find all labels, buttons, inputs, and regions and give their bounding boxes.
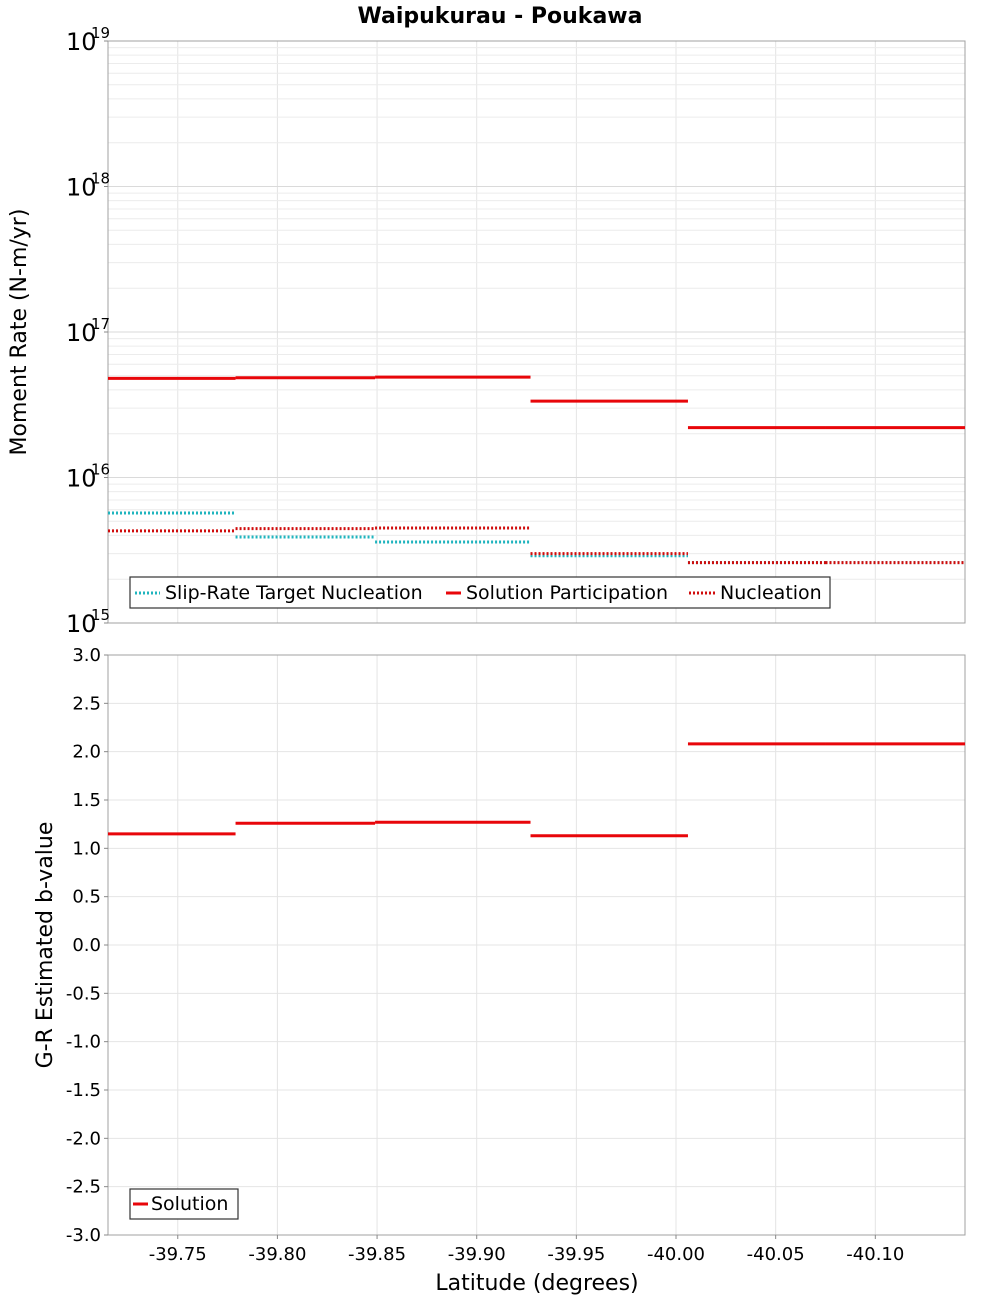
b-value-y-tick-label: -2.0 <box>66 1128 101 1149</box>
moment-rate-y-tick-exponent: 17 <box>91 315 110 333</box>
moment-rate-legend: Slip-Rate Target Nucleation Solution Par… <box>129 576 831 609</box>
moment-rate-y-tick-exponent: 18 <box>91 170 110 188</box>
moment-rate-y-tick-exponent: 16 <box>91 461 110 479</box>
latitude-x-tick-label: -40.00 <box>647 1244 705 1265</box>
b-value-legend: Solution <box>129 1188 239 1220</box>
moment-rate-y-tick-exponent: 19 <box>91 24 110 42</box>
moment-rate-y-tick-label: 10 <box>66 28 97 56</box>
latitude-x-tick-label: -39.80 <box>248 1244 306 1265</box>
legend-label-nucleation: Nucleation <box>720 582 822 604</box>
legend-label-target: Slip-Rate Target Nucleation <box>165 582 423 604</box>
latitude-x-tick-label: -39.90 <box>448 1244 506 1265</box>
moment-rate-y-tick-label: 10 <box>66 610 97 638</box>
b-value-y-tick-label: 3.0 <box>72 645 101 666</box>
b-value-y-tick-label: -3.0 <box>66 1225 101 1246</box>
b-value-y-tick-label: 1.5 <box>72 790 101 811</box>
moment-rate-y-tick-exponent: 15 <box>91 606 110 624</box>
b-value-grid <box>108 654 965 1236</box>
b-value-y-tick-label: -1.0 <box>66 1032 101 1053</box>
b-value-y-tick-label: -2.5 <box>66 1177 101 1198</box>
b-value-y-tick-label: 0.0 <box>72 935 101 956</box>
moment-rate-series <box>108 375 965 565</box>
latitude-x-tick-label: -40.05 <box>747 1244 805 1265</box>
moment-rate-y-tick-label: 10 <box>66 174 97 202</box>
b-value-y-tick-label: 1.0 <box>72 838 101 859</box>
moment-rate-y-label: Moment Rate (N-m/yr) <box>7 209 32 456</box>
moment-rate-y-tick-label: 10 <box>66 319 97 347</box>
latitude-x-tick-label: -40.10 <box>846 1244 904 1265</box>
moment-rate-grid <box>108 41 965 624</box>
b-value-y-tick-label: -0.5 <box>66 983 101 1004</box>
legend-label-solution: Solution <box>151 1193 228 1215</box>
latitude-x-tick-label: -39.85 <box>348 1244 406 1265</box>
latitude-x-tick-label: -39.95 <box>547 1244 605 1265</box>
legend-label-participation: Solution Participation <box>466 582 668 604</box>
b-value-y-tick-label: 2.5 <box>72 693 101 714</box>
latitude-x-tick-label: -39.75 <box>149 1244 207 1265</box>
moment-rate-y-tick-label: 10 <box>66 465 97 493</box>
latitude-x-label: Latitude (degrees) <box>435 1271 638 1296</box>
b-value-series <box>108 742 965 838</box>
b-value-panel: 3.0 2.5 2.0 1.5 1.0 0.5 0.0 -0.5 -1.0 -1.5 -2.0 -2.… <box>33 645 966 1296</box>
chart-title: Waipukurau - Poukawa <box>358 4 643 29</box>
b-value-y-tick-label: -1.5 <box>66 1080 101 1101</box>
b-value-y-tick-label: 2.0 <box>72 742 101 763</box>
b-value-y-label: G-R Estimated b-value <box>33 822 58 1069</box>
latitude-x-ticks: -39.75 -39.80 -39.85 -39.90 -39.95 -40.00 -40.… <box>149 1235 904 1265</box>
b-value-y-ticks: 3.0 2.5 2.0 1.5 1.0 0.5 0.0 -0.5 -1.0 -1.5 -2.0 -2.… <box>66 645 108 1246</box>
b-value-y-tick-label: 0.5 <box>72 887 101 908</box>
